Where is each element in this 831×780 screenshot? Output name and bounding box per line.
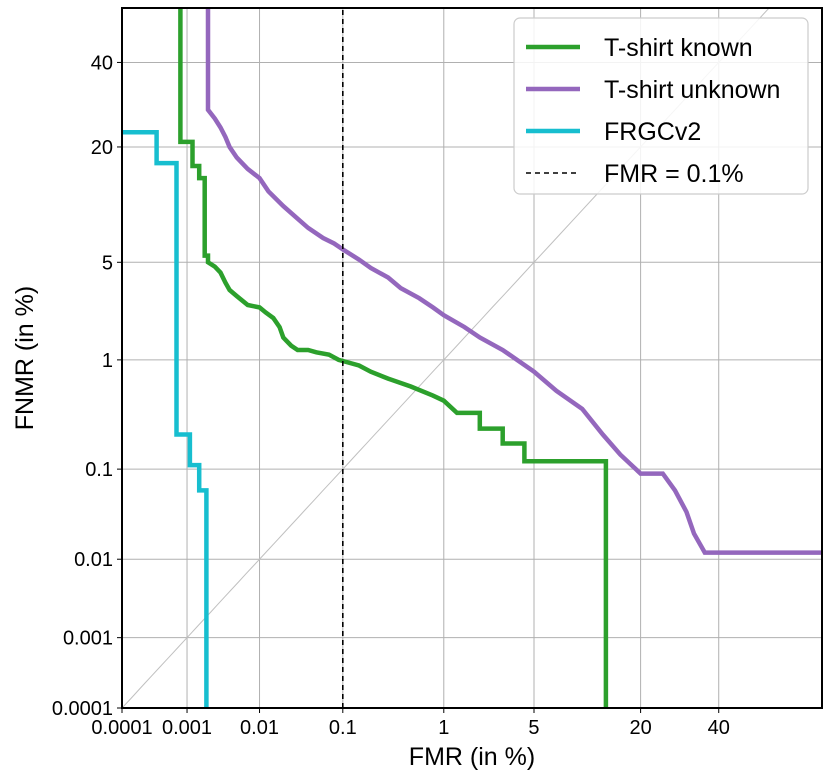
y-tick-label: 0.1 (85, 459, 113, 481)
diagonal-reference-line (122, 8, 770, 708)
y-tick-label: 20 (91, 137, 113, 159)
x-tick-label: 40 (708, 717, 730, 739)
legend-label: FMR = 0.1% (604, 160, 744, 188)
x-tick-label: 0.001 (162, 717, 212, 739)
x-tick-label: 20 (629, 717, 651, 739)
series-line-t-shirt-unknown (205, 8, 822, 555)
x-tick-label: 0.0001 (91, 717, 152, 739)
y-tick-label: 5 (102, 252, 113, 274)
x-tick-label: 0.1 (329, 717, 357, 739)
y-tick-label: 0.001 (63, 628, 113, 650)
series-line-frgcv2 (122, 129, 209, 708)
legend-box (513, 17, 809, 195)
x-axis-label: FMR (in %) (409, 743, 535, 771)
series-layer (122, 8, 822, 708)
legend-label: T-shirt known (604, 34, 753, 62)
legend-label: T-shirt unknown (604, 76, 780, 104)
series-line-t-shirt-known (178, 8, 609, 708)
plot-frame (121, 7, 823, 709)
y-tick-label: 0.0001 (52, 698, 113, 720)
x-tick-label: 0.01 (240, 717, 279, 739)
y-axis-label: FNMR (in %) (11, 286, 39, 430)
x-axis-ticks: 0.0001 0.001 0.01 0.1 1 5 20 40 (91, 708, 730, 739)
x-tick-label: 5 (528, 717, 539, 739)
y-tick-label: 0.01 (74, 549, 113, 571)
legend: T-shirt known T-shirt unknown FRGCv2 FMR = … (513, 17, 809, 195)
x-tick-label: 1 (438, 717, 449, 739)
y-tick-label: 1 (102, 350, 113, 372)
y-axis-ticks: 0.0001 0.001 0.01 0.1 1 5 20 40 (52, 52, 122, 720)
y-tick-label: 40 (91, 52, 113, 74)
legend-label: FRGCv2 (604, 118, 701, 146)
diagonal-line (122, 8, 770, 708)
